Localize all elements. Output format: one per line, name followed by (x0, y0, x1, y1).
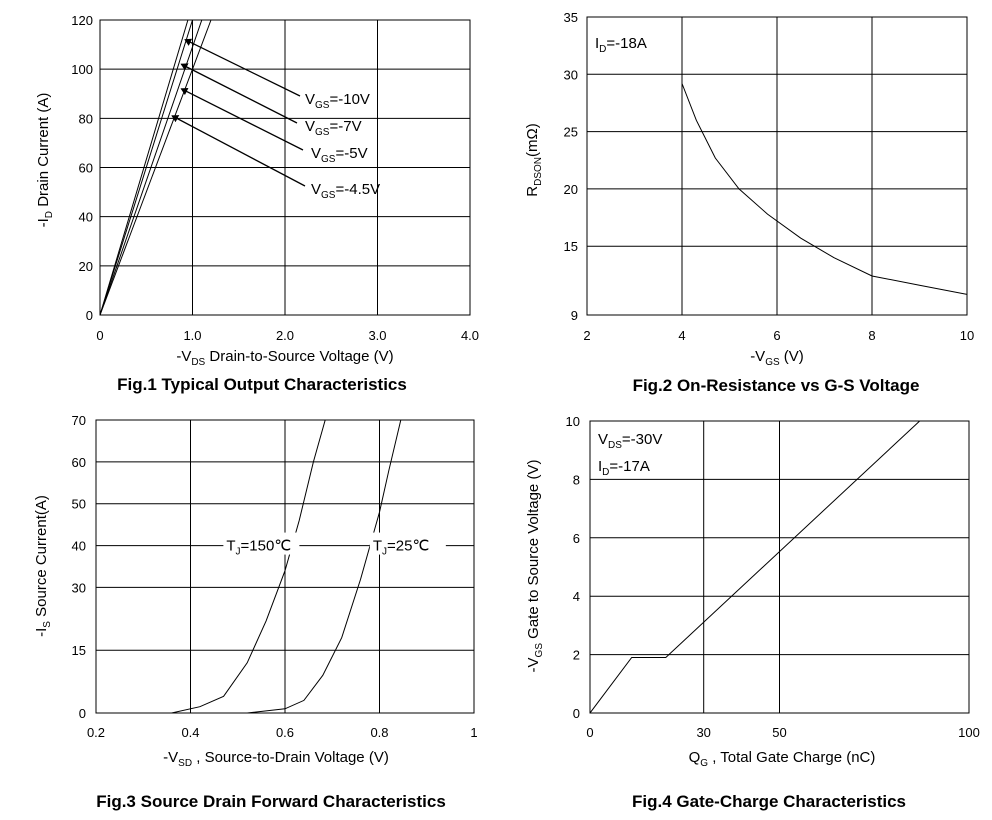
fig4-condition-label: ID=-17A (598, 458, 650, 478)
fig1-y-tick-label: 20 (79, 259, 93, 274)
fig1-y-tick-label: 100 (71, 62, 93, 77)
fig2-caption: Fig.2 On-Resistance vs G-S Voltage (633, 376, 920, 395)
fig3-y-tick-label: 70 (72, 413, 86, 428)
fig3-x-axis-label: -VSD , Source-to-Drain Voltage (V) (163, 749, 389, 769)
fig1-y-tick-label: 0 (86, 308, 93, 323)
fig1-x-axis-label: -VDS Drain-to-Source Voltage (V) (176, 348, 393, 368)
fig1-series-line (100, 20, 193, 315)
fig4-series-line (590, 421, 921, 713)
fig3-series-label: TJ=150℃ (226, 538, 291, 558)
fig3-y-tick-label: 0 (79, 706, 86, 721)
fig4-y-tick-label: 6 (573, 531, 580, 546)
fig3-x-tick-label: 1 (470, 725, 477, 740)
fig3-label-background (223, 532, 300, 555)
fig1-x-tick-label: 0 (96, 328, 103, 343)
fig4-x-tick-label: 0 (586, 725, 593, 740)
fig4-y-tick-label: 8 (573, 472, 580, 487)
fig2-y-tick-label: 35 (564, 10, 578, 25)
fig1-caption: Fig.1 Typical Output Characteristics (117, 375, 407, 394)
fig1-series-label: VGS=-4.5V (311, 181, 380, 201)
fig2-condition-label: ID=-18A (595, 35, 647, 55)
fig3-y-tick-label: 15 (72, 643, 86, 658)
fig3-y-tick-label: 60 (72, 455, 86, 470)
fig3-y-tick-label: 50 (72, 497, 86, 512)
fig2-on-resistance-chart: 2 4 6 8 10 9 15 20 25 30 35 -VGS (V) RDSON(mΩ) Fig.2 … (524, 10, 974, 395)
fig3-series-line (96, 420, 326, 713)
fig3-series-line (96, 420, 402, 713)
fig2-x-tick-label: 8 (868, 328, 875, 343)
fig4-condition-label: VDS=-30V (598, 431, 662, 451)
fig1-y-tick-label: 120 (71, 13, 93, 28)
fig1-x-tick-label: 3.0 (368, 328, 386, 343)
fig2-y-axis-label: RDSON(mΩ) (524, 123, 544, 196)
fig2-y-tick-label: 20 (564, 182, 578, 197)
fig2-x-tick-label: 4 (678, 328, 685, 343)
fig2-series-line (681, 83, 967, 295)
fig1-series-label: VGS=-5V (311, 145, 368, 165)
fig2-x-axis-label: -VGS (V) (750, 348, 804, 368)
fig4-caption: Fig.4 Gate-Charge Characteristics (632, 792, 906, 811)
fig2-x-tick-label: 6 (773, 328, 780, 343)
fig1-y-tick-label: 60 (79, 161, 93, 176)
fig1-y-tick-label: 40 (79, 210, 93, 225)
fig1-series-label: VGS=-10V (305, 91, 370, 111)
fig4-x-axis-label: QG , Total Gate Charge (nC) (689, 749, 876, 769)
fig3-y-tick-label: 40 (72, 539, 86, 554)
fig1-x-tick-label: 2.0 (276, 328, 294, 343)
fig4-y-axis-label: -VGS Gate to Source Voltage (V) (525, 460, 545, 673)
fig4-y-tick-label: 2 (573, 648, 580, 663)
fig2-y-tick-label: 30 (564, 67, 578, 82)
fig3-x-tick-label: 0.4 (181, 725, 199, 740)
fig4-y-tick-label: 0 (573, 706, 580, 721)
fig1-y-tick-label: 80 (79, 111, 93, 126)
fig1-y-axis-label: -ID Drain Current (A) (35, 93, 55, 228)
fig4-x-tick-label: 100 (958, 725, 980, 740)
fig3-x-tick-label: 0.8 (370, 725, 388, 740)
fig3-x-tick-label: 0.6 (276, 725, 294, 740)
fig3-label-background (369, 532, 446, 555)
fig2-y-tick-label: 9 (571, 308, 578, 323)
fig4-y-tick-label: 4 (573, 589, 580, 604)
fig4-x-tick-label: 50 (772, 725, 786, 740)
fig4-y-tick-label: 10 (566, 414, 580, 429)
fig4-x-tick-label: 30 (696, 725, 710, 740)
fig2-x-tick-label: 10 (960, 328, 974, 343)
fig1-label-arrow (180, 63, 298, 124)
fig2-y-tick-label: 15 (564, 239, 578, 254)
fig4-gate-charge-chart: 0 30 50 100 0 2 4 6 8 10 QG , Total Gate Charge (n… (525, 414, 980, 811)
fig1-output-characteristics-chart: 0 1.0 2.0 3.0 4.0 0 20 40 60 80 100 120 -VDS Drain-t… (35, 13, 479, 394)
fig3-y-tick-label: 30 (72, 580, 86, 595)
fig1-series-label: VGS=-7V (305, 118, 362, 138)
fig1-label-arrow (180, 87, 304, 151)
fig1-label-arrow (184, 38, 301, 97)
fig1-x-tick-label: 4.0 (461, 328, 479, 343)
fig2-y-tick-label: 25 (564, 125, 578, 140)
fig1-x-tick-label: 1.0 (183, 328, 201, 343)
fig3-series-label: TJ=25℃ (373, 538, 429, 558)
fig3-x-tick-label: 0.2 (87, 725, 105, 740)
fig3-caption: Fig.3 Source Drain Forward Characteristi… (96, 792, 446, 811)
fig3-source-drain-chart: 0.2 0.4 0.6 0.8 1 0 15 30 40 50 60 70 -VSD , Source-… (33, 413, 478, 811)
fig1-label-arrow (171, 115, 306, 187)
fig3-y-axis-label: -IS Source Current(A) (33, 495, 53, 637)
fig1-series-line (100, 20, 189, 315)
fig2-x-tick-label: 2 (583, 328, 590, 343)
